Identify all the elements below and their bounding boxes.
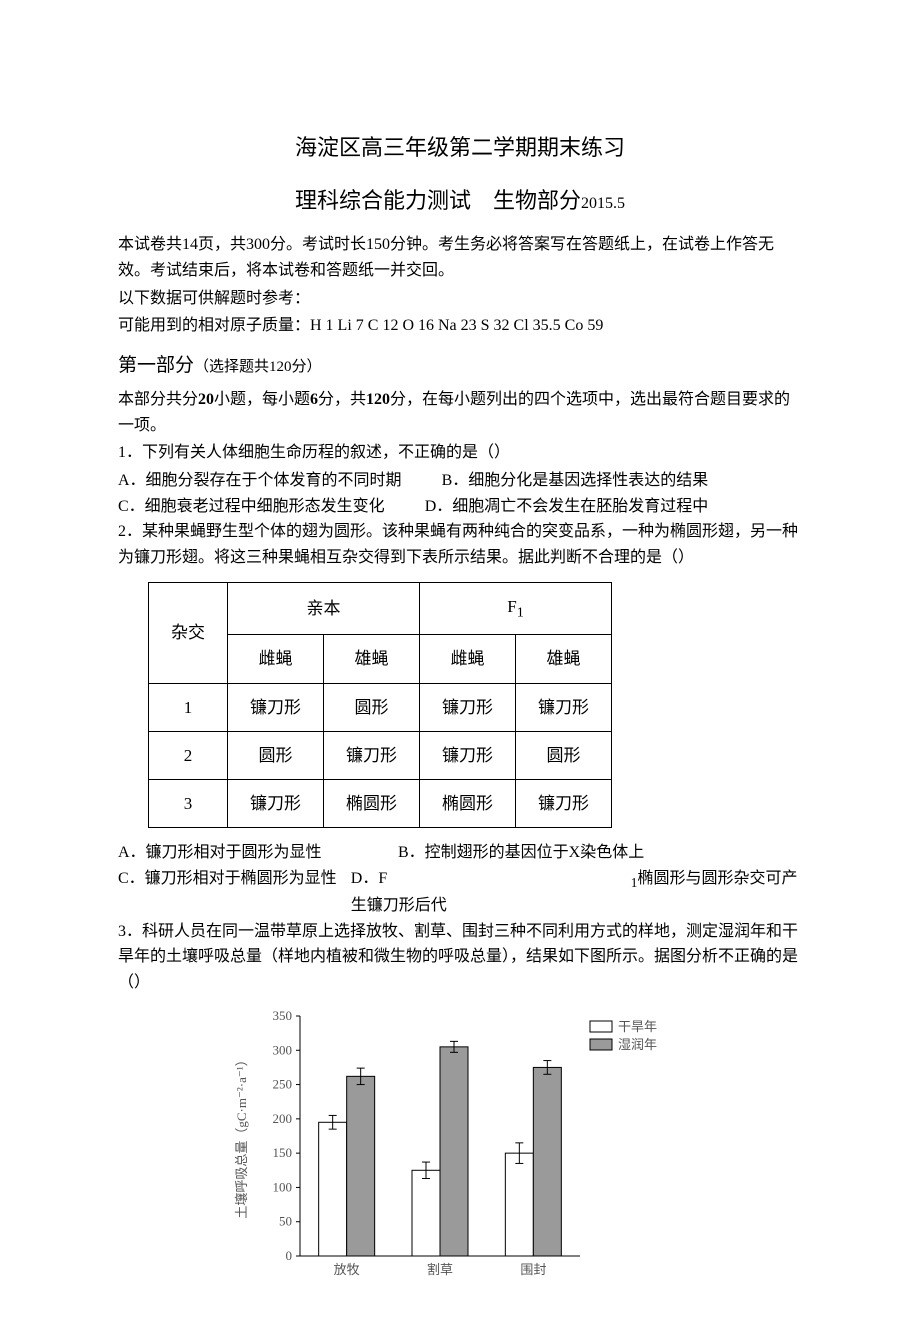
table-header-row-1: 杂交 亲本 F1	[149, 583, 612, 635]
cell: 1	[149, 683, 228, 731]
q2-c: C．镰刀形相对于椭圆形为显性	[118, 866, 351, 919]
svg-text:干旱年: 干旱年	[618, 1019, 657, 1034]
th-f1-female: 雌蝇	[420, 635, 516, 683]
intro-para-1: 本试卷共14页，共300分。考试时长150分钟。考生务必将答案写在答题纸上，在试…	[118, 232, 802, 283]
q1-options: A．细胞分裂存在于个体发育的不同时期 B．细胞分化是基因选择性表达的结果 C．细…	[118, 468, 802, 519]
cell: 椭圆形	[420, 779, 516, 827]
svg-text:350: 350	[273, 1008, 293, 1023]
table-row: 3 镰刀形 椭圆形 椭圆形 镰刀形	[149, 779, 612, 827]
q2-table-wrap: 杂交 亲本 F1 雌蝇 雄蝇 雌蝇 雄蝇 1 镰刀形 圆形 镰刀形 镰刀形 2 …	[148, 582, 802, 828]
section1-sub: （选择题共120分）	[194, 359, 322, 375]
page-title-2: 理科综合能力测试 生物部分2015.5	[118, 183, 802, 218]
th-parent: 亲本	[228, 583, 420, 635]
th-f1-male: 雄蝇	[516, 635, 612, 683]
page-title-1: 海淀区高三年级第二学期期末练习	[118, 130, 802, 165]
q2-options: A．镰刀形相对于圆形为显性 B．控制翅形的基因位于X染色体上 C．镰刀形相对于椭…	[118, 840, 802, 919]
section1-title: 第一部分	[118, 355, 194, 376]
q3-chart: 0 50 100 150 200 250 300 350 土壤呼吸总量（gC·m⁻²·a⁻¹） 放…	[118, 1006, 802, 1295]
q1-d: D．细胞凋亡不会发生在胚胎发育过程中	[425, 494, 709, 520]
cell: 镰刀形	[516, 779, 612, 827]
intro-para-2: 以下数据可供解题时参考：	[118, 286, 802, 312]
cell: 镰刀形	[420, 731, 516, 779]
th-f1: F1	[420, 583, 612, 635]
cell: 镰刀形	[516, 683, 612, 731]
svg-text:150: 150	[273, 1145, 293, 1160]
cell: 2	[149, 731, 228, 779]
cell: 3	[149, 779, 228, 827]
svg-text:0: 0	[286, 1248, 293, 1263]
svg-text:围封: 围封	[520, 1262, 546, 1277]
q2-table: 杂交 亲本 F1 雌蝇 雄蝇 雌蝇 雄蝇 1 镰刀形 圆形 镰刀形 镰刀形 2 …	[148, 582, 612, 828]
q1-b: B．细胞分化是基因选择性表达的结果	[442, 468, 709, 494]
cell: 圆形	[324, 683, 420, 731]
cell: 镰刀形	[228, 683, 324, 731]
q2-b: B．控制翅形的基因位于X染色体上	[398, 840, 644, 866]
svg-text:300: 300	[273, 1042, 293, 1057]
svg-text:50: 50	[279, 1213, 292, 1228]
svg-text:100: 100	[273, 1179, 293, 1194]
cell: 镰刀形	[228, 779, 324, 827]
svg-text:割草: 割草	[427, 1262, 453, 1277]
cell: 椭圆形	[324, 779, 420, 827]
svg-text:湿润年: 湿润年	[618, 1037, 657, 1052]
intro-para-3: 可能用到的相对原子质量：H 1 Li 7 C 12 O 16 Na 23 S 3…	[118, 313, 802, 339]
title2-main: 理科综合能力测试 生物部分	[295, 188, 581, 213]
q2-d: D．F1椭圆形与圆形杂交可产生镰刀形后代	[351, 866, 802, 919]
section1-desc: 本部分共分20小题，每小题6分，共120分，在每小题列出的四个选项中，选出最符合…	[118, 387, 802, 438]
cell: 镰刀形	[324, 731, 420, 779]
q2-a: A．镰刀形相对于圆形为显性	[118, 840, 398, 866]
section1-heading: 第一部分（选择题共120分）	[118, 351, 802, 381]
q1-c: C．细胞衰老过程中细胞形态发生变化	[118, 494, 385, 520]
cell: 圆形	[516, 731, 612, 779]
svg-text:250: 250	[273, 1076, 293, 1091]
bar-chart-svg: 0 50 100 150 200 250 300 350 土壤呼吸总量（gC·m⁻²·a⁻¹） 放…	[230, 1006, 690, 1286]
q3-stem: 3．科研人员在同一温带草原上选择放牧、割草、围封三种不同利用方式的样地，测定湿润…	[118, 919, 802, 996]
q1-stem: 1．下列有关人体细胞生命历程的叙述，不正确的是（）	[118, 440, 802, 466]
table-row: 2 圆形 镰刀形 镰刀形 圆形	[149, 731, 612, 779]
th-p-female: 雌蝇	[228, 635, 324, 683]
svg-text:200: 200	[273, 1110, 293, 1125]
q1-a: A．细胞分裂存在于个体发育的不同时期	[118, 468, 402, 494]
cell: 镰刀形	[420, 683, 516, 731]
title2-date: 2015.5	[581, 195, 625, 212]
cell: 圆形	[228, 731, 324, 779]
th-cross: 杂交	[149, 583, 228, 683]
svg-text:土壤呼吸总量（gC·m⁻²·a⁻¹）: 土壤呼吸总量（gC·m⁻²·a⁻¹）	[234, 1053, 249, 1218]
q2-stem: 2．某种果蝇野生型个体的翅为圆形。该种果蝇有两种纯合的突变品系，一种为椭圆形翅，…	[118, 519, 802, 570]
th-p-male: 雄蝇	[324, 635, 420, 683]
svg-text:放牧: 放牧	[334, 1262, 360, 1277]
table-row: 1 镰刀形 圆形 镰刀形 镰刀形	[149, 683, 612, 731]
